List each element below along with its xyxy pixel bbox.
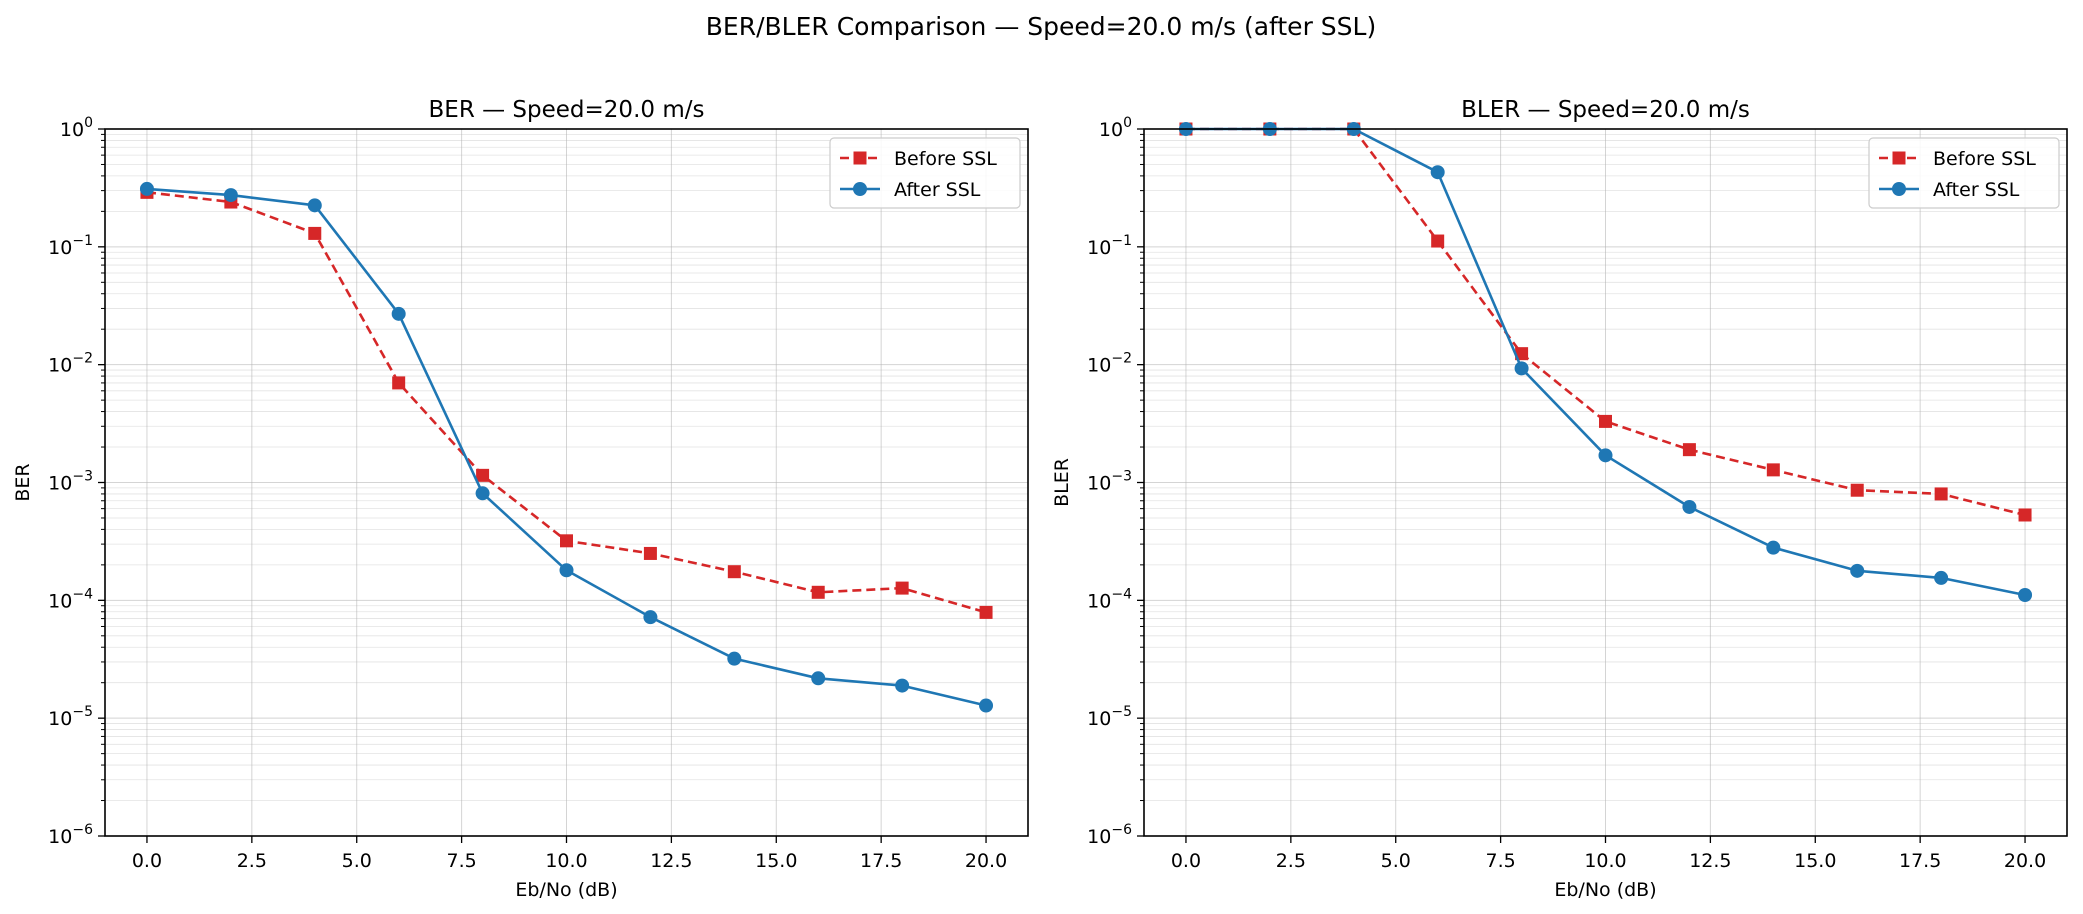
data-point: [643, 546, 657, 560]
legend: Before SSL After SSL: [1868, 137, 2060, 209]
data-point: [895, 581, 909, 595]
x-tick-label: 0.0: [132, 850, 162, 872]
x-tick-label: 17.5: [1899, 850, 1941, 872]
x-tick-label: 7.5: [447, 850, 477, 872]
data-point: [223, 188, 238, 203]
data-point: [307, 198, 322, 213]
data-point: [2018, 508, 2032, 522]
data-point: [811, 585, 825, 599]
legend-frame: [1868, 137, 2060, 209]
legend: Before SSL After SSL: [829, 137, 1021, 209]
y-tick-label: 10−3: [1087, 469, 1132, 495]
y-axis-label: BER: [12, 463, 34, 501]
grid: [1144, 128, 2067, 837]
y-tick-label: 10−2: [48, 351, 93, 377]
data-point: [476, 468, 490, 482]
data-point: [1850, 483, 1864, 497]
data-point: [559, 563, 574, 578]
data-point: [811, 671, 826, 686]
data-point: [1934, 487, 1948, 501]
y-tick-label: 10−1: [1087, 233, 1132, 259]
x-tick-label: 12.5: [1689, 850, 1731, 872]
data-point: [139, 181, 154, 196]
y-tick-label: 10−1: [48, 233, 93, 259]
y-tick-label: 10−6: [1087, 822, 1132, 848]
data-point: [727, 651, 742, 666]
x-tick-label: 7.5: [1486, 850, 1516, 872]
data-point: [308, 226, 322, 240]
x-tick-label: 0.0: [1171, 850, 1201, 872]
x-axis-label: Eb/No (dB): [515, 879, 617, 901]
x-tick-label: 5.0: [342, 850, 372, 872]
figure-suptitle: BER/BLER Comparison — Speed=20.0 m/s (af…: [706, 12, 1376, 41]
data-point: [1598, 448, 1613, 463]
y-tick-label: 10−6: [48, 822, 93, 848]
legend-label: After SSL: [1933, 179, 2020, 201]
legend-marker: [1892, 182, 1906, 196]
legend-marker: [1892, 151, 1906, 165]
data-point: [1430, 165, 1445, 180]
data-point: [1514, 361, 1529, 376]
legend-label: Before SSL: [894, 148, 997, 170]
y-tick-label: 10−5: [48, 704, 93, 730]
x-tick-label: 12.5: [650, 850, 692, 872]
grid: [105, 128, 1028, 837]
x-tick-label: 20.0: [2004, 850, 2046, 872]
data-point: [1431, 234, 1445, 248]
y-tick-label: 100: [1099, 115, 1132, 141]
x-axis-label: Eb/No (dB): [1554, 879, 1656, 901]
chart-panel-ber: 0.0 2.5 5.0 7.5 10.0 12.5 15.0 17.5 20.0 100 10−1 1…: [12, 97, 1029, 901]
y-tick-label: 100: [60, 115, 93, 141]
data-point: [643, 610, 658, 625]
chart-panel-bler: 0.0 2.5 5.0 7.5 10.0 12.5 15.0 17.5 20.0 100 10−1 1…: [1051, 97, 2068, 901]
legend-marker: [853, 182, 867, 196]
data-point: [475, 486, 490, 501]
legend-frame: [829, 137, 1021, 209]
x-tick-label: 5.0: [1381, 850, 1411, 872]
data-point: [1599, 414, 1612, 428]
y-tick-label: 10−4: [48, 586, 93, 612]
x-tick-label: 2.5: [237, 850, 267, 872]
x-tick-label: 10.0: [545, 850, 587, 872]
y-tick-label: 10−4: [1087, 586, 1132, 612]
data-point: [1682, 499, 1697, 514]
data-point: [1515, 347, 1529, 361]
y-tick-label: 10−3: [48, 469, 93, 495]
legend-marker: [853, 151, 867, 165]
data-point: [895, 678, 910, 693]
x-tick-label: 20.0: [965, 850, 1007, 872]
data-point: [1766, 540, 1781, 555]
chart-title: BLER — Speed=20.0 m/s: [1461, 97, 1750, 123]
y-tick-label: 10−5: [1087, 704, 1132, 730]
chart-title: BER — Speed=20.0 m/s: [429, 97, 705, 123]
data-point: [560, 534, 573, 548]
data-point: [391, 306, 406, 321]
x-tick-label: 15.0: [755, 850, 797, 872]
data-point: [1766, 463, 1780, 477]
data-point: [1934, 570, 1949, 585]
y-axis-label: BLER: [1051, 458, 1073, 507]
plots-container: 0.0 2.5 5.0 7.5 10.0 12.5 15.0 17.5 20.0 100 10−1 1…: [12, 97, 2068, 901]
x-tick-label: 15.0: [1794, 850, 1836, 872]
data-point: [2018, 587, 2033, 602]
series-before-ssl: [140, 185, 993, 619]
x-tick-label: 10.0: [1584, 850, 1626, 872]
data-point: [979, 605, 993, 619]
data-point: [1850, 563, 1865, 578]
series-after-ssl: [139, 181, 994, 713]
x-tick-label: 2.5: [1276, 850, 1306, 872]
data-point: [979, 698, 994, 713]
x-tick-label: 17.5: [860, 850, 902, 872]
legend-label: Before SSL: [1933, 148, 2036, 170]
data-point: [392, 376, 406, 390]
series-line: [1186, 127, 2026, 517]
legend-label: After SSL: [894, 179, 981, 201]
data-point: [727, 565, 741, 579]
data-point: [1682, 443, 1696, 457]
y-tick-label: 10−2: [1087, 351, 1132, 377]
